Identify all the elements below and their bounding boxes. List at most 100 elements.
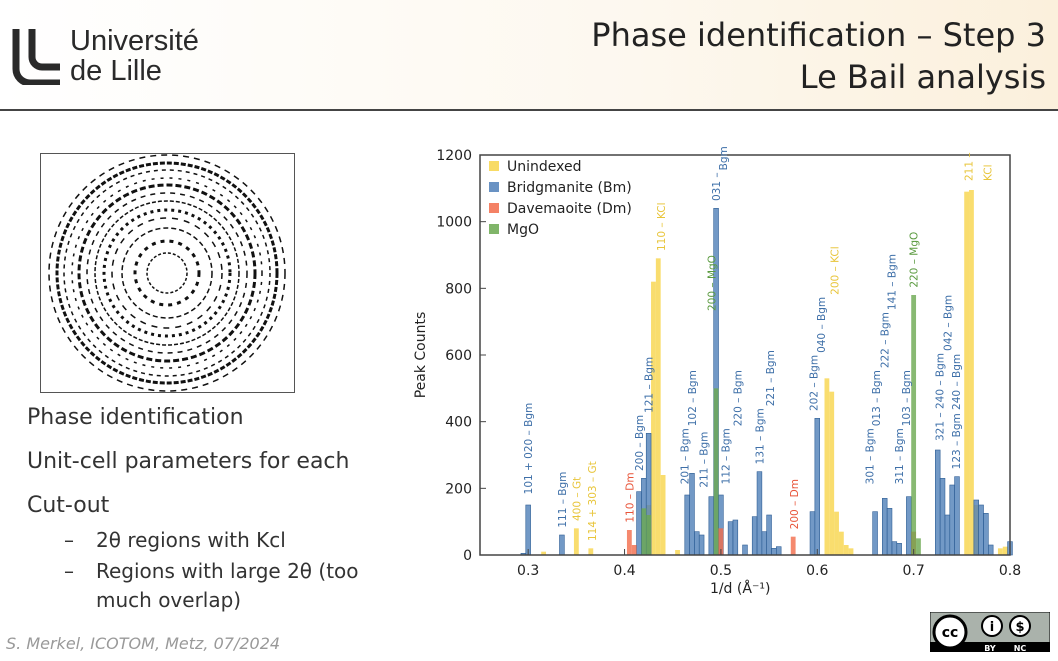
- bar-bridgmanite: [771, 548, 777, 556]
- bar-bridgmanite: [906, 496, 912, 556]
- peak-label: 222 – Bgm: [880, 312, 892, 368]
- legend-label: MgO: [507, 222, 539, 238]
- peak-label: KCl: [982, 164, 994, 181]
- peak-label: 114 + 303 – Gt: [587, 461, 599, 541]
- bar-unindexed: [1002, 546, 1008, 555]
- peak-label: 301 – Bgm: [864, 428, 876, 484]
- x-axis-label: 1/d (Å⁻¹): [710, 580, 770, 597]
- diffraction-ring: [133, 239, 201, 307]
- sub-bullet-text: Regions with large 2θ (too much overlap): [96, 559, 359, 612]
- bar-bridgmanite: [766, 514, 772, 556]
- legend-swatch: [489, 224, 499, 234]
- bar-bridgmanite: [636, 491, 642, 556]
- bullet-cut-out: Cut-out: [27, 493, 110, 518]
- dash: –: [64, 559, 74, 583]
- diffraction-rings-image: [40, 153, 295, 393]
- diffraction-ring: [48, 154, 286, 392]
- y-tick-label: 600: [445, 348, 472, 364]
- diffraction-ring: [102, 208, 232, 338]
- y-tick-label: 1000: [436, 215, 472, 231]
- diffraction-ring: [63, 169, 271, 377]
- peak-label: 221 – Bgm: [765, 350, 777, 406]
- diffraction-ring: [111, 217, 223, 329]
- peak-label: 042 – Bgm: [942, 295, 954, 351]
- bar-mgo: [916, 538, 921, 555]
- diffraction-ring: [94, 200, 240, 346]
- peak-label: 131 – Bgm: [754, 408, 766, 464]
- bar-bridgmanite: [559, 534, 565, 556]
- bar-bridgmanite: [756, 471, 763, 556]
- bar-bridgmanite: [939, 478, 946, 556]
- bar-unindexed: [964, 191, 970, 555]
- peak-label: 121 – Bgm: [644, 357, 656, 413]
- svg-text:$: $: [1015, 620, 1024, 635]
- bar-bridgmanite: [886, 508, 893, 556]
- diffraction-ring: [77, 183, 257, 363]
- x-tick-label: 0.5: [710, 563, 732, 579]
- bar-unindexed: [573, 528, 579, 555]
- y-tick-label: 0: [463, 548, 472, 564]
- peak-label: 211 – Bgm: [699, 432, 711, 488]
- svg-text:NC: NC: [1014, 644, 1027, 652]
- x-tick-label: 0.4: [613, 563, 635, 579]
- bar-bridgmanite: [708, 496, 714, 556]
- bar-bridgmanite: [954, 476, 960, 556]
- bar-mgo: [713, 388, 719, 555]
- sub-bullet-text: 2θ regions with Kcl: [96, 528, 286, 552]
- peak-label: 040 – Bgm: [816, 297, 828, 353]
- bar-bridgmanite: [751, 516, 758, 556]
- title-line-2: Le Bail analysis: [799, 58, 1046, 96]
- diffraction-ring: [121, 227, 213, 319]
- x-tick-label: 0.8: [999, 563, 1021, 579]
- peak-label: 102 – Bgm: [687, 370, 699, 426]
- lille-logo-icon: [12, 29, 60, 85]
- peak-label: 112 – Bgm: [721, 428, 733, 484]
- bar-bridgmanite: [698, 534, 705, 556]
- slide-title: Phase identification – Step 3 Le Bail an…: [591, 14, 1046, 98]
- y-tick-label: 400: [445, 415, 472, 431]
- logo-line-2: de Lille: [70, 55, 162, 87]
- university-logo: Université de Lille: [12, 26, 199, 86]
- peak-label: 220 – MgO: [909, 232, 921, 288]
- sub-bullet-large-2theta: – Regions with large 2θ (too much overlap…: [64, 557, 364, 615]
- bar-mgo: [911, 295, 917, 555]
- bullet-phase-identification: Phase identification: [27, 405, 244, 430]
- bar-unindexed: [541, 551, 547, 555]
- bar-unindexed: [829, 391, 835, 555]
- bar-bridgmanite: [978, 504, 984, 556]
- bar-unindexed: [660, 475, 666, 555]
- bar-bridgmanite: [944, 514, 951, 556]
- peak-label: 110 – Dm: [624, 472, 636, 522]
- dash: –: [64, 528, 74, 552]
- peak-label: 220 – Bgm: [732, 370, 744, 426]
- bar-unindexed: [655, 258, 661, 555]
- svg-text:cc: cc: [942, 625, 959, 641]
- legend-label: Davemaoite (Dm): [507, 201, 632, 217]
- bar-bridgmanite: [525, 504, 531, 556]
- bar-bridgmanite: [684, 494, 690, 556]
- legend-swatch: [489, 182, 499, 192]
- bar-bridgmanite: [973, 499, 979, 556]
- bar-davemaoite: [718, 528, 724, 555]
- legend-swatch: [489, 161, 499, 171]
- bar-bridgmanite: [891, 541, 898, 556]
- bar-bridgmanite: [694, 531, 700, 556]
- bar-bridgmanite: [732, 519, 739, 556]
- bar-bridgmanite: [935, 449, 941, 556]
- bar-bridgmanite: [896, 543, 902, 556]
- legend-swatch: [489, 203, 499, 213]
- svg-text:BY: BY: [984, 644, 996, 652]
- bar-unindexed: [834, 511, 839, 555]
- bullet-unit-cell: Unit-cell parameters for each: [27, 449, 350, 474]
- bar-unindexed: [675, 550, 680, 555]
- bar-bridgmanite: [727, 521, 734, 556]
- peak-label: 201 – Bgm: [679, 428, 691, 484]
- peak-label: 031 –: [711, 172, 723, 201]
- creative-commons-by-nc-icon: cc i $ BY NC: [929, 611, 1051, 656]
- bar-mgo: [641, 508, 647, 555]
- bar-bridgmanite: [814, 418, 820, 556]
- peak-label: 200 – Dm: [789, 479, 801, 529]
- x-tick-label: 0.7: [903, 563, 925, 579]
- bar-mgo: [646, 515, 652, 555]
